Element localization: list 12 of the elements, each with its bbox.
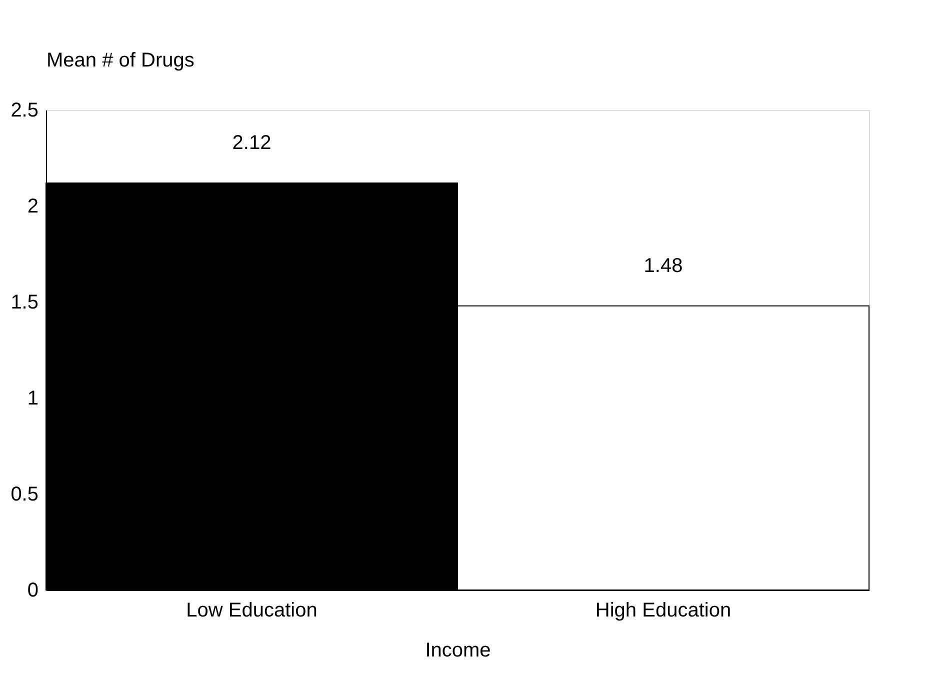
y-tick-label: 0.5 <box>10 484 38 506</box>
x-tick-label: High Education <box>595 600 732 622</box>
y-tick-label: 1 <box>27 388 38 410</box>
y-tick-label: 2 <box>27 196 38 218</box>
x-axis-title: Income <box>425 640 491 662</box>
data-label: 1.48 <box>644 254 683 277</box>
y-tick-label: 2.5 <box>10 100 38 122</box>
y-tick-label: 0 <box>27 580 38 602</box>
y-axis-title: Mean # of Drugs <box>46 50 194 72</box>
y-tick-label: 1.5 <box>10 292 38 314</box>
x-tick-label: Low Education <box>186 600 318 622</box>
data-label: 2.12 <box>232 132 272 154</box>
